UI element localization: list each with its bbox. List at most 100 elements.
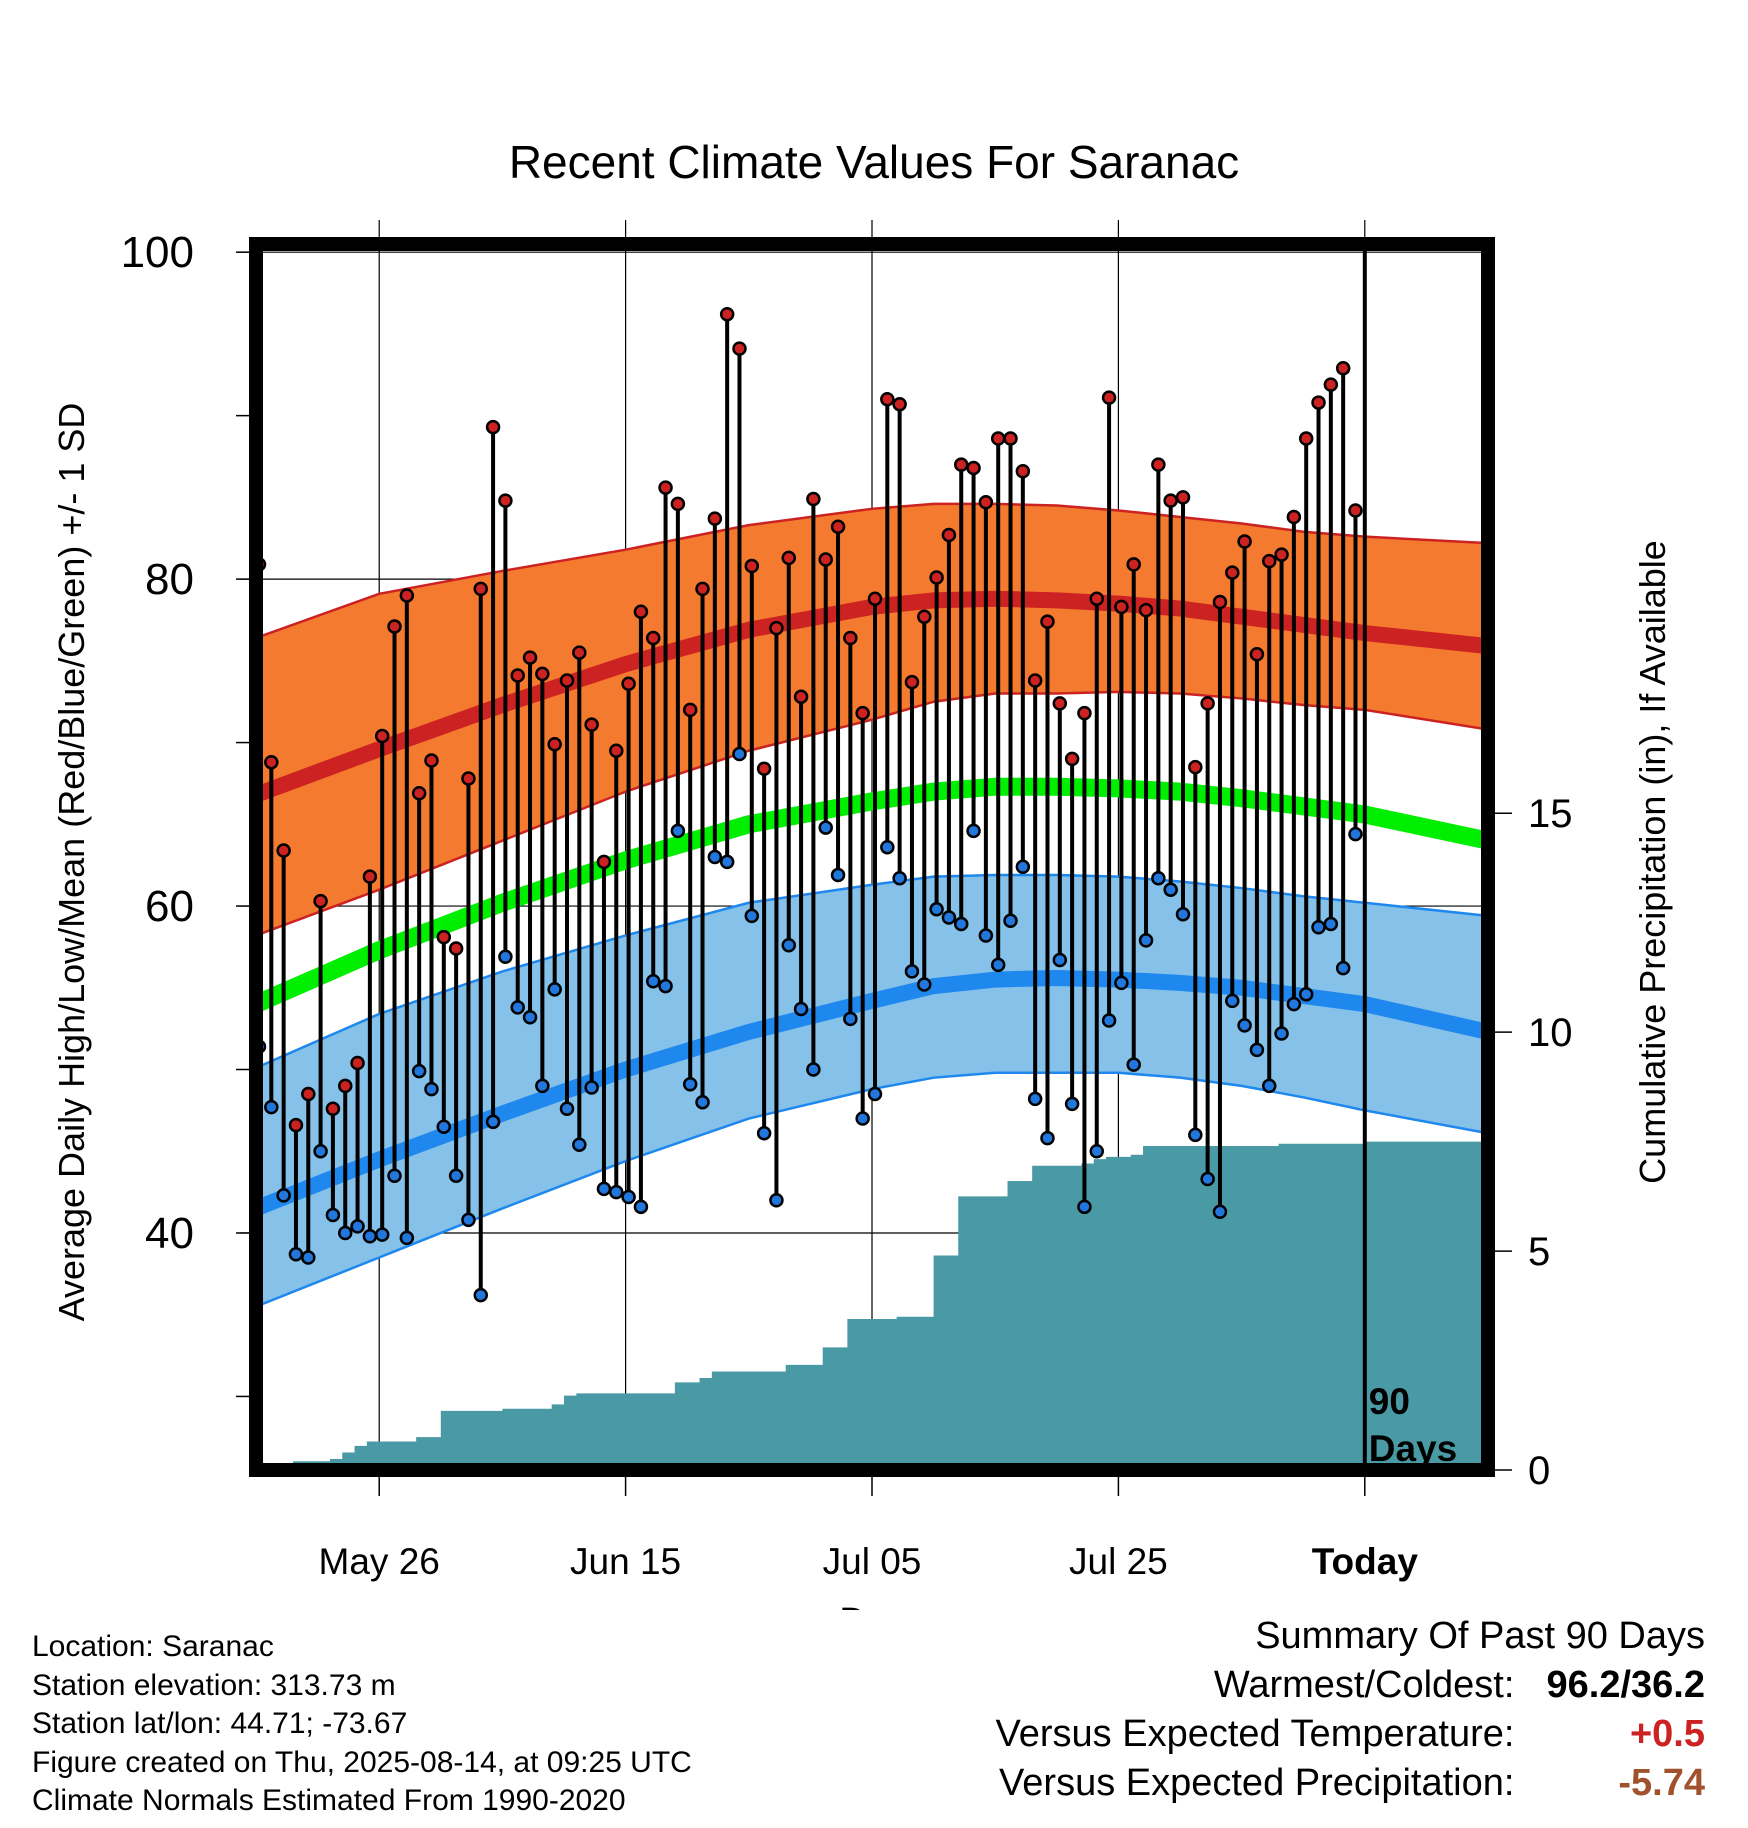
daily-high-point xyxy=(1237,534,1252,549)
daily-high-point xyxy=(609,743,624,758)
daily-high-point xyxy=(1298,431,1314,446)
daily-low-point xyxy=(793,1001,809,1017)
y2-tick-label: 5 xyxy=(1528,1230,1550,1274)
y2-axis-label: Cumulative Precipitation (in), If Availa… xyxy=(1632,540,1673,1184)
daily-high-point xyxy=(818,552,833,567)
x-tick-label: May 26 xyxy=(319,1541,440,1582)
daily-high-point xyxy=(880,392,895,407)
daily-low-point xyxy=(843,1011,858,1027)
today-marker: 90 Days xyxy=(1362,244,1457,1470)
daily-high-point xyxy=(498,493,513,508)
daily-high-point xyxy=(510,668,525,683)
daily-high-point xyxy=(276,843,291,858)
y-tick-label: 40 xyxy=(145,1209,194,1258)
daily-low-point xyxy=(929,902,944,917)
daily-high-point xyxy=(1323,377,1339,392)
daily-low-point xyxy=(658,978,673,994)
temp-departure-value: +0.5 xyxy=(1629,1713,1705,1755)
precip-departure-label: Versus Expected Precipitation: xyxy=(999,1762,1515,1804)
location-text: Location: Saranac xyxy=(32,1630,274,1663)
daily-high-point xyxy=(461,771,476,786)
latlon-text: Station lat/lon: 44.71; -73.67 xyxy=(32,1707,408,1740)
daily-low-point xyxy=(1188,1127,1203,1143)
daily-low-point xyxy=(1003,913,1018,929)
daily-high-point xyxy=(411,785,427,801)
daily-high-point xyxy=(830,519,846,535)
daily-low-point xyxy=(596,1181,612,1197)
precip-departure-value: -5.74 xyxy=(1618,1762,1705,1804)
created-text: Figure created on Thu, 2025-08-14, at 09… xyxy=(32,1745,692,1779)
daily-high-point xyxy=(436,929,452,945)
daily-high-point xyxy=(399,588,415,603)
daily-high-point xyxy=(1348,503,1363,518)
daily-low-point xyxy=(1163,882,1178,897)
daily-low-point xyxy=(1286,996,1302,1012)
daily-low-point xyxy=(781,938,797,953)
daily-high-point xyxy=(1286,509,1302,525)
daily-low-point xyxy=(941,910,957,925)
daily-high-point xyxy=(1175,490,1191,505)
daily-low-point xyxy=(1077,1199,1092,1215)
daily-high-point xyxy=(1212,594,1228,610)
daily-low-point xyxy=(1151,871,1166,886)
daily-high-point xyxy=(978,495,994,510)
daily-low-point xyxy=(337,1225,353,1241)
daily-low-point xyxy=(990,957,1006,973)
daily-low-point xyxy=(756,1126,772,1141)
daily-high-point xyxy=(990,431,1006,446)
y-axis-label: Average Daily High/Low/Mean (Red/Blue/Gr… xyxy=(51,403,92,1322)
daily-high-point xyxy=(719,307,735,322)
daily-low-point xyxy=(1052,952,1068,968)
daily-low-point xyxy=(485,1114,501,1130)
daily-high-point xyxy=(645,630,661,646)
daily-high-point xyxy=(1261,553,1277,569)
temp-departure-label: Versus Expected Temperature: xyxy=(995,1713,1515,1755)
daily-high-point xyxy=(1225,565,1240,580)
daily-low-point xyxy=(621,1189,636,1205)
daily-low-point xyxy=(1064,1096,1080,1112)
daily-low-point xyxy=(695,1094,710,1110)
x-tick-label: Jul 05 xyxy=(823,1541,922,1582)
plot-frame xyxy=(249,237,1495,1477)
daily-low-point xyxy=(288,1246,304,1262)
daily-high-point xyxy=(917,609,932,624)
daily-high-point xyxy=(596,854,612,870)
daily-low-point xyxy=(473,1287,489,1303)
daily-high-point xyxy=(584,717,599,732)
y-tick-label: 100 xyxy=(121,228,194,277)
daily-low-point xyxy=(1114,975,1129,991)
daily-low-point xyxy=(707,849,723,865)
daily-low-point xyxy=(535,1078,550,1094)
daily-low-point xyxy=(387,1168,402,1184)
daily-high-point xyxy=(424,753,439,768)
left-y-axis: 40 60 80 100 xyxy=(121,228,249,1398)
daily-low-point xyxy=(362,1228,378,1244)
daily-high-point xyxy=(1064,751,1080,767)
daily-high-point xyxy=(1311,395,1326,410)
normals-text: Climate Normals Estimated From 1990-2020 xyxy=(32,1784,626,1817)
daily-high-point xyxy=(337,1078,353,1094)
daily-low-point xyxy=(1298,987,1314,1002)
daily-high-point xyxy=(904,674,920,690)
daily-low-point xyxy=(436,1119,452,1134)
daily-high-point xyxy=(1040,614,1055,629)
daily-high-point xyxy=(264,754,279,770)
daily-high-point xyxy=(1249,647,1265,662)
daily-high-point xyxy=(374,728,390,744)
daily-low-point xyxy=(818,820,833,835)
warmest-coldest-label: Warmest/Coldest: xyxy=(1213,1664,1515,1706)
daily-high-point xyxy=(473,581,489,597)
daily-low-point xyxy=(880,839,895,855)
right-y-axis: 0 5 10 15 xyxy=(1495,792,1573,1493)
today-label: 90 xyxy=(1369,1381,1410,1422)
daily-low-point xyxy=(855,1111,870,1126)
daily-high-point xyxy=(621,676,636,691)
daily-low-point xyxy=(645,973,661,989)
daily-high-point xyxy=(953,457,969,472)
daily-high-point xyxy=(547,736,562,752)
daily-high-point xyxy=(892,396,907,412)
daily-low-point xyxy=(1311,920,1326,935)
daily-high-point xyxy=(867,591,883,606)
daily-high-point xyxy=(756,761,772,776)
daily-low-point xyxy=(966,823,981,839)
